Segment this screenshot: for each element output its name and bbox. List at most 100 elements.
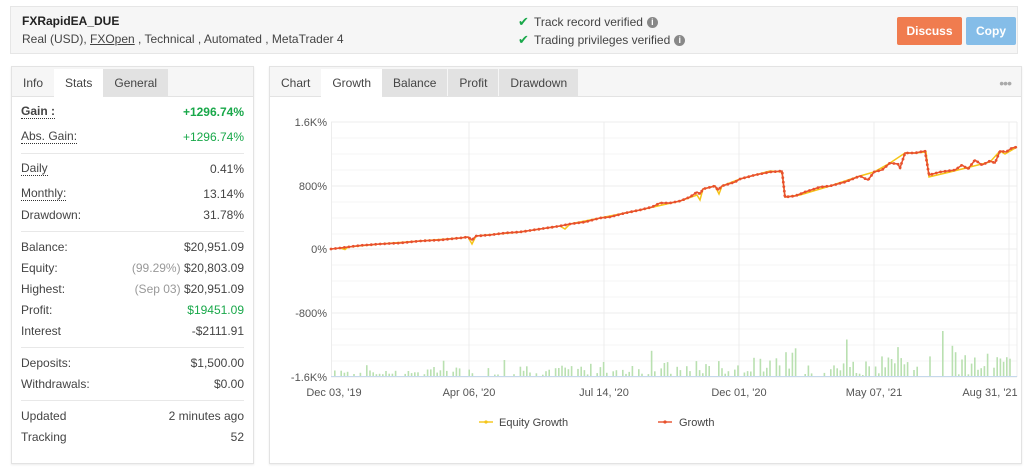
- y-tick: 1.6K%: [295, 117, 328, 129]
- chart-tabs: Chart Growth Balance Profit Drawdown •••: [270, 67, 1021, 98]
- stat-label: Deposits:: [21, 356, 72, 370]
- stats-list: Gain : +1296.74% Abs. Gain: +1296.74% Da…: [12, 97, 253, 448]
- stat-interest: Interest -$2111.91: [21, 321, 244, 342]
- stat-tracking: Tracking 52: [21, 427, 244, 448]
- stat-value: $0.00: [213, 377, 244, 391]
- legend-label: Growth: [679, 417, 714, 429]
- stat-highest: Highest: (Sep 03) $20,951.09: [21, 279, 244, 300]
- account-type: Real (USD),: [22, 32, 91, 46]
- stat-value: $1,500.00: [190, 356, 244, 370]
- info-icon[interactable]: i: [674, 34, 686, 46]
- x-tick: Jul 14, '20: [579, 387, 629, 399]
- stats-tabs: Info Stats General: [12, 67, 253, 98]
- tab-balance[interactable]: Balance: [382, 69, 448, 96]
- x-tick: Aug 31, '21: [962, 387, 1017, 399]
- stat-value: $19451.09: [187, 303, 244, 317]
- stat-label[interactable]: Gain :: [21, 104, 56, 119]
- stat-label: Updated: [21, 409, 67, 423]
- stat-value-group: (99.29%) $20,803.09: [132, 258, 244, 279]
- tab-info[interactable]: Info: [23, 76, 44, 90]
- tab-stats[interactable]: Stats: [54, 69, 104, 98]
- divider: [21, 153, 244, 154]
- stat-value: 2 minutes ago: [168, 409, 244, 423]
- system-name: FXRapidEA_DUE: [22, 14, 120, 28]
- info-icon[interactable]: i: [646, 16, 658, 28]
- check-icon: ✔: [518, 32, 529, 47]
- stat-updated: Updated 2 minutes ago: [21, 406, 244, 427]
- broker-link[interactable]: FXOpen: [90, 32, 135, 46]
- stat-label[interactable]: Daily: [21, 161, 48, 176]
- stat-drawdown: Drawdown: 31.78%: [21, 205, 244, 226]
- stat-value: 52: [230, 430, 244, 444]
- stat-label: Drawdown:: [21, 208, 82, 222]
- stat-label: Interest: [21, 324, 62, 338]
- equity-percent: (99.29%): [131, 261, 181, 275]
- stat-value: -$2111.91: [191, 324, 244, 338]
- verify-label: Track record verified: [534, 15, 643, 29]
- stat-profit: Profit: $19451.09: [21, 300, 244, 321]
- x-tick: Dec 01, '20: [711, 387, 766, 399]
- tab-drawdown[interactable]: Drawdown: [499, 69, 579, 96]
- stat-abs-gain: Abs. Gain: +1296.74%: [21, 127, 244, 148]
- tab-general[interactable]: General: [103, 69, 169, 96]
- y-tick: -1.6K%: [291, 372, 327, 384]
- stat-gain: Gain : +1296.74%: [21, 102, 244, 123]
- system-header: FXRapidEA_DUE Real (USD), FXOpen , Techn…: [10, 6, 1018, 54]
- x-tick: Apr 06, '20: [443, 387, 496, 399]
- copy-button[interactable]: Copy: [966, 17, 1016, 45]
- x-tick: Dec 03, '19: [306, 387, 361, 399]
- more-options-icon[interactable]: •••: [999, 75, 1012, 91]
- stat-value: 31.78%: [203, 208, 244, 222]
- stat-balance: Balance: $20,951.09: [21, 237, 244, 258]
- legend-label: Equity Growth: [499, 417, 568, 429]
- stat-label: Tracking: [21, 430, 67, 444]
- stat-label: Highest:: [21, 282, 66, 296]
- stat-deposits: Deposits: $1,500.00: [21, 353, 244, 374]
- chart-legend: Equity Growth Growth: [479, 417, 714, 429]
- tab-growth[interactable]: Growth: [321, 69, 383, 98]
- stat-label: Profit:: [21, 303, 53, 317]
- highest-date: (Sep 03): [134, 282, 181, 296]
- stat-equity: Equity: (99.29%) $20,803.09: [21, 258, 244, 279]
- stat-value: $20,803.09: [183, 261, 244, 275]
- stat-value: 0.41%: [209, 162, 244, 176]
- stat-label[interactable]: Monthly:: [21, 186, 67, 201]
- activity-bars: [334, 331, 1011, 376]
- x-tick: May 07, '21: [846, 387, 903, 399]
- y-axis: 1.6K% 800% 0% -800% -1.6K%: [291, 117, 327, 384]
- stat-value: $20,951.09: [183, 282, 244, 296]
- verify-label: Trading privileges verified: [534, 33, 671, 47]
- tab-profit[interactable]: Profit: [448, 69, 499, 96]
- divider: [21, 347, 244, 348]
- stat-value-group: (Sep 03) $20,951.09: [135, 279, 244, 300]
- stat-label: Equity:: [21, 261, 58, 275]
- stat-withdrawals: Withdrawals: $0.00: [21, 374, 244, 395]
- stat-value: $20,951.09: [183, 240, 244, 254]
- stat-value: +1296.74%: [182, 105, 244, 119]
- stat-label: Withdrawals:: [21, 377, 90, 391]
- discuss-button[interactable]: Discuss: [897, 17, 962, 45]
- stat-daily: Daily 0.41%: [21, 159, 244, 180]
- system-meta: Real (USD), FXOpen , Technical , Automat…: [22, 32, 344, 46]
- x-axis: Dec 03, '19 Apr 06, '20 Jul 14, '20 Dec …: [306, 387, 1017, 399]
- check-icon: ✔: [518, 14, 529, 29]
- system-tags: , Technical , Automated , MetaTrader 4: [134, 32, 344, 46]
- y-tick: 800%: [299, 181, 327, 193]
- stat-value: 13.14%: [203, 187, 244, 201]
- legend-equity-growth[interactable]: Equity Growth: [479, 417, 568, 429]
- stat-label: Balance:: [21, 240, 68, 254]
- tab-chart[interactable]: Chart: [281, 76, 311, 90]
- gridlines: [331, 121, 1018, 378]
- stat-value: +1296.74%: [182, 130, 244, 144]
- trading-privileges-verified: ✔ Trading privileges verified i: [518, 32, 686, 48]
- y-tick: 0%: [311, 244, 327, 256]
- track-record-verified: ✔ Track record verified i: [518, 14, 658, 30]
- stat-monthly: Monthly: 13.14%: [21, 184, 244, 205]
- legend-growth[interactable]: Growth: [658, 417, 714, 429]
- divider: [21, 231, 244, 232]
- stat-label[interactable]: Abs. Gain:: [21, 129, 78, 144]
- divider: [21, 400, 244, 401]
- y-tick: -800%: [295, 308, 327, 320]
- growth-markers: [329, 145, 1017, 251]
